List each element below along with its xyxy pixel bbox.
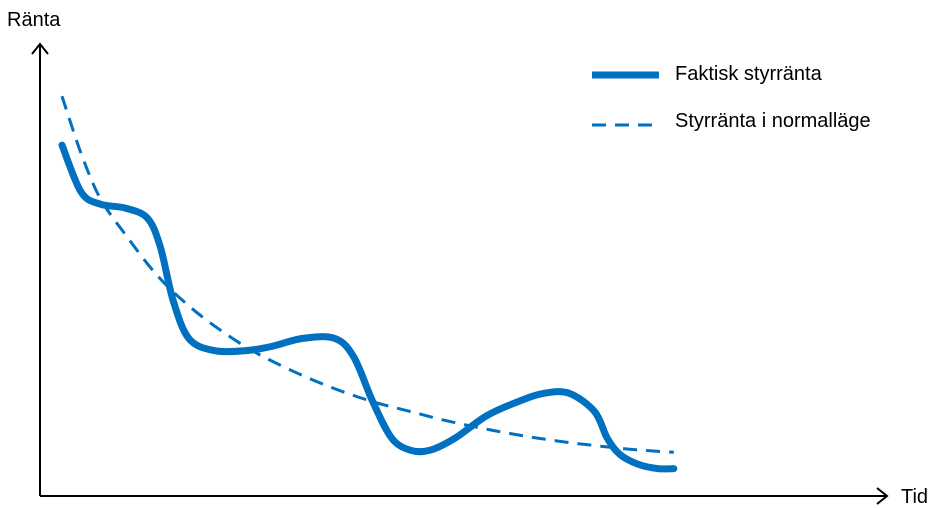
series-line-faktisk-styrranta bbox=[58, 141, 678, 473]
x-axis-label: Tid bbox=[901, 486, 928, 508]
y-axis-label: Ränta bbox=[7, 9, 61, 31]
legend-label: Faktisk styrränta bbox=[675, 63, 823, 85]
y-axis-arrowhead bbox=[31, 42, 49, 55]
legend-item: Faktisk styrränta bbox=[592, 63, 823, 85]
series-layer bbox=[58, 95, 678, 473]
legend-item: Styrränta i normalläge bbox=[592, 110, 871, 132]
legend: Faktisk styrränta Styrränta i normalläge bbox=[592, 63, 871, 132]
x-axis-arrowhead bbox=[876, 487, 889, 505]
legend-label: Styrränta i normalläge bbox=[675, 110, 871, 132]
series-line-styrranta-i-normallage bbox=[60, 95, 674, 454]
axes: Ränta Tid bbox=[7, 9, 928, 508]
